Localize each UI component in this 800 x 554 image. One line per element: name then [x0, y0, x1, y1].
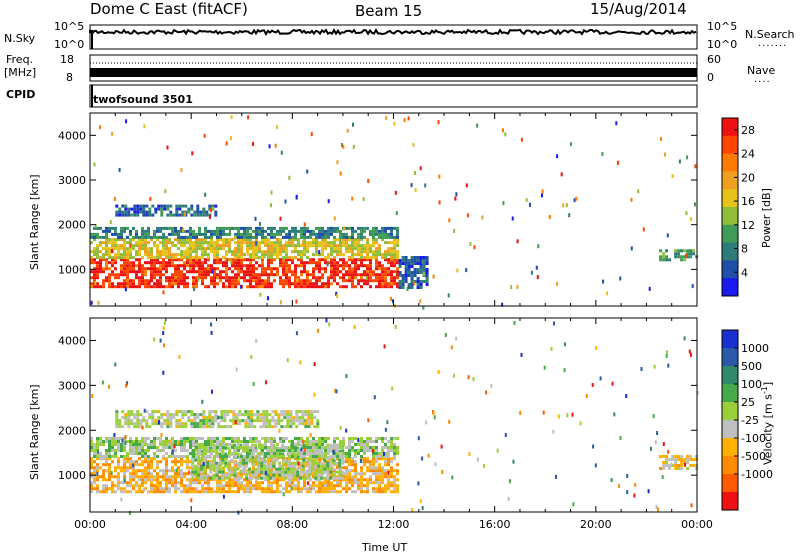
colorbar-0-cell — [722, 153, 738, 172]
panel-1-ytick-label: 3000 — [58, 379, 86, 392]
panel-0-ytick-label: 3000 — [58, 174, 86, 187]
colorbar-0-cell — [722, 135, 738, 155]
nave-tick-top: 60 — [707, 53, 721, 66]
colorbar-0-cell — [722, 278, 738, 297]
freq-tick-top: 18 — [60, 53, 74, 66]
colorbar-1-cell — [722, 348, 738, 367]
station-title: Dome C East (fitACF) — [90, 0, 248, 18]
panel-1-data — [90, 318, 699, 515]
colorbar-1-tick-label: -100 — [741, 432, 766, 445]
panel-1-ytick-label: 2000 — [58, 424, 86, 437]
colorbar-0-tick-label: 12 — [741, 219, 755, 232]
nsky-trace — [89, 28, 697, 36]
nave-label: Nave — [747, 64, 776, 77]
colorbar-0-tick-label: 20 — [741, 171, 755, 184]
nsky-strip — [89, 24, 698, 50]
colorbar-0-cell — [722, 242, 738, 261]
nsky-tick-bottom: 10^0 — [54, 38, 85, 51]
colorbar-1-tick-label: -1000 — [741, 468, 773, 481]
xtick-label: 08:00 — [276, 518, 308, 531]
colorbar-0-frame — [721, 117, 739, 297]
panel-1-ytick-label: 1000 — [58, 469, 86, 482]
colorbar-0-cell — [722, 207, 738, 226]
xtick-label: 16:00 — [479, 518, 511, 531]
colorbar-1-tick-label: 1000 — [741, 342, 769, 355]
nsearch-label: N.Search — [745, 28, 795, 41]
nsky-label: N.Sky — [4, 32, 36, 45]
colorbar-0-tick-label: 8 — [741, 243, 748, 256]
colorbar-0-tick-label: 4 — [741, 266, 748, 279]
xlabel: Time UT — [362, 541, 408, 554]
colorbar-1-cell — [722, 402, 738, 421]
cpid-label: CPID — [6, 88, 36, 101]
panel-0-ytick-label: 1000 — [58, 263, 86, 276]
colorbar-1-cell — [722, 366, 738, 385]
power-ylabel: Slant Range [km] — [28, 174, 41, 270]
colorbar-0-cell — [722, 189, 738, 208]
xtick-label: 04:00 — [175, 518, 207, 531]
nave-dots: .... — [754, 74, 771, 85]
colorbar-1-cell — [722, 438, 738, 457]
colorbar-1-cell — [722, 456, 738, 475]
freq-label-line2: [MHz] — [4, 66, 37, 79]
nsearch-dots: ....... — [758, 38, 788, 49]
colorbar-1-cell — [722, 330, 738, 349]
panel-0-ytick-label: 2000 — [58, 219, 86, 232]
colorbar-0-cell — [722, 260, 738, 279]
colorbar-0-tick-label: 28 — [741, 124, 755, 137]
nave-tick-bottom: 0 — [707, 71, 714, 84]
program-name: twofsound 3501 — [93, 93, 193, 106]
colorbar-1-tick-label: 500 — [741, 360, 762, 373]
colorbar-0-cell — [722, 224, 738, 244]
nsearch-tick-top: 10^5 — [707, 20, 738, 33]
colorbar-0-tick-label: 16 — [741, 195, 755, 208]
colorbar-1-tick-label: -500 — [741, 450, 766, 463]
beam-title: Beam 15 — [355, 2, 423, 20]
panel-0-data — [90, 115, 699, 310]
colorbar-1-cell — [722, 384, 738, 403]
nsky-tick-top: 10^5 — [54, 20, 85, 33]
colorbar-0-tick-label: 24 — [741, 148, 755, 161]
freq-tick-bottom: 8 — [66, 71, 73, 84]
colorbar-0-cell — [722, 171, 738, 190]
xtick-label: 20:00 — [580, 518, 612, 531]
panel-0-ytick-label: 4000 — [58, 129, 86, 142]
velocity-colorbar-label: Velocity [m s-1] — [760, 381, 775, 465]
date-title: 15/Aug/2014 — [590, 0, 687, 18]
freq-band — [90, 68, 697, 77]
colorbar-1-cell — [722, 420, 738, 439]
colorbar-1-cell — [722, 474, 738, 493]
colorbar-1-tick-label: 25 — [741, 396, 755, 409]
colorbar-1-tick-label: 100 — [741, 378, 762, 391]
freq-label-line1: Freq. — [6, 53, 34, 66]
cpid-strip — [89, 84, 698, 108]
colorbar-1-cell — [722, 492, 738, 511]
power-colorbar-label: Power [dB] — [760, 188, 773, 248]
xtick-label: 12:00 — [378, 518, 410, 531]
velocity-ylabel: Slant Range [km] — [28, 384, 41, 480]
nsearch-tick-bottom: 10^0 — [707, 38, 738, 51]
colorbar-0-cell — [722, 118, 738, 137]
xtick-label: 00:00 — [74, 518, 106, 531]
colorbar-1-tick-label: -25 — [741, 414, 759, 427]
panel-1-ytick-label: 4000 — [58, 334, 86, 347]
xtick-label: 00:00 — [681, 518, 713, 531]
